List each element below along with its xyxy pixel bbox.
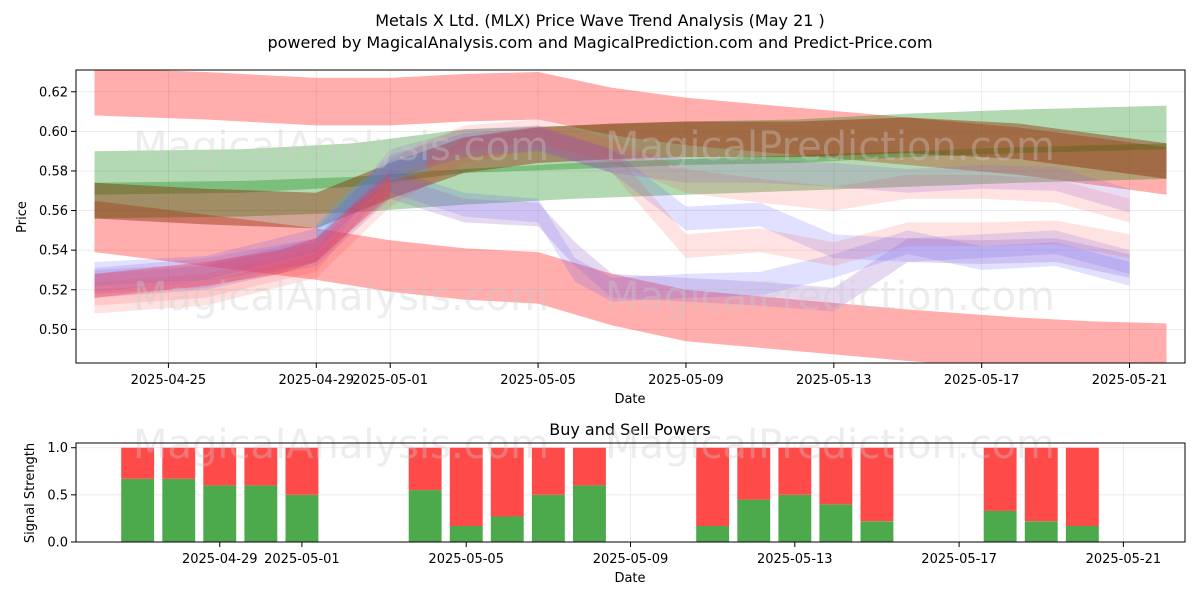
signal-x-tick-label: 2025-05-05	[428, 552, 504, 567]
sell-bar	[285, 447, 319, 495]
chart-subtitle: powered by MagicalAnalysis.com and Magic…	[267, 33, 932, 52]
signal-y-tick-label: 0.0	[47, 536, 68, 551]
buy-sell-panel: Buy and Sell Powers MagicalAnalysis.com …	[23, 420, 1186, 586]
signal-y-ticks: 0.0 0.5 1.0	[47, 441, 76, 551]
price-wave-band-6	[94, 169, 1130, 302]
price-x-label: Date	[614, 392, 645, 407]
sell-bar	[778, 447, 812, 495]
buy-bar	[121, 478, 155, 542]
buy-bar	[285, 494, 319, 542]
buy-bar	[1065, 526, 1099, 542]
watermark-bottom-left: MagicalAnalysis.com	[133, 422, 549, 468]
sell-bar	[408, 447, 442, 491]
watermark-mid-right: MagicalPrediction.com	[605, 274, 1055, 320]
price-wave-panel: MagicalAnalysis.com MagicalPrediction.co…	[15, 69, 1186, 407]
sell-bar	[573, 447, 606, 486]
chart-title: Metals X Ltd. (MLX) Price Wave Trend Ana…	[375, 11, 825, 30]
signal-y-label: Signal Strength	[23, 443, 38, 543]
price-y-tick-label: 0.58	[39, 164, 68, 179]
signal-bars	[121, 447, 1099, 542]
buy-bar	[983, 510, 1017, 542]
signal-x-tick-label: 2025-05-13	[757, 552, 833, 567]
price-wave-band-9	[94, 125, 1130, 292]
signal-x-tick-label: 2025-05-17	[921, 552, 997, 567]
price-x-tick-label: 2025-05-21	[1092, 373, 1168, 388]
price-wave-band-10	[94, 174, 1130, 312]
buy-bar	[1024, 521, 1058, 542]
sell-bar	[983, 447, 1017, 511]
watermark-bottom-right: MagicalPrediction.com	[605, 422, 1055, 468]
price-x-tick-label: 2025-05-01	[352, 373, 428, 388]
sell-bar	[1024, 447, 1058, 522]
price-y-tick-label: 0.60	[39, 125, 68, 140]
price-wave-band-1	[94, 200, 1167, 363]
price-wave-band-2	[94, 105, 1167, 195]
sell-bar	[531, 447, 565, 495]
signal-x-ticks: 2025-04-29 2025-05-01 2025-05-05 2025-05-09…	[182, 542, 1161, 567]
buy-bar	[449, 526, 483, 542]
price-waves	[94, 70, 1167, 363]
price-y-tick-label: 0.62	[39, 85, 68, 100]
sell-bar	[162, 447, 196, 479]
buy-bar	[203, 485, 237, 542]
buy-sell-title: Buy and Sell Powers	[549, 420, 711, 439]
signal-x-tick-label: 2025-05-09	[593, 552, 669, 567]
price-wave-band-11	[316, 151, 428, 245]
buy-bar	[531, 494, 565, 542]
price-y-tick-label: 0.52	[39, 283, 68, 298]
sell-bar	[1065, 447, 1099, 526]
price-wave-band-4	[94, 117, 1167, 229]
price-x-tick-label: 2025-04-29	[279, 373, 355, 388]
sell-bar	[860, 447, 894, 522]
signal-x-label: Date	[614, 571, 645, 586]
price-axes-frame	[75, 69, 1186, 364]
price-wave-band-5	[94, 127, 1130, 286]
sell-bar	[737, 447, 771, 500]
watermark-mid-left: MagicalAnalysis.com	[133, 274, 549, 320]
sell-bar	[819, 447, 853, 505]
buy-bar	[162, 478, 196, 542]
watermark-top-left: MagicalAnalysis.com	[133, 124, 549, 170]
price-wave-band-12	[94, 172, 391, 298]
signal-y-tick-label: 1.0	[47, 441, 68, 456]
price-y-ticks: 0.50 0.52 0.54 0.56 0.58 0.60 0.62	[39, 85, 76, 338]
price-y-tick-label: 0.54	[39, 244, 68, 259]
price-x-tick-label: 2025-05-13	[796, 373, 872, 388]
price-y-tick-label: 0.56	[39, 204, 68, 219]
price-y-label: Price	[15, 201, 30, 233]
price-x-tick-label: 2025-05-05	[500, 373, 576, 388]
sell-bar	[449, 447, 483, 526]
price-wave-band-7	[94, 119, 1130, 306]
price-x-tick-label: 2025-04-25	[131, 373, 207, 388]
buy-bar	[819, 504, 853, 542]
signal-x-tick-label: 2025-04-29	[182, 552, 258, 567]
buy-bar	[860, 521, 894, 542]
price-grid	[76, 70, 1185, 363]
signal-x-tick-label: 2025-05-01	[264, 552, 340, 567]
buy-bar	[778, 494, 812, 542]
signal-y-tick-label: 0.5	[47, 488, 68, 503]
buy-bar	[573, 485, 606, 542]
buy-bar	[737, 499, 771, 542]
sell-bar	[203, 447, 237, 486]
sell-bar	[121, 447, 155, 479]
buy-bar	[490, 516, 524, 542]
buy-bar	[408, 490, 442, 542]
buy-bar	[696, 526, 730, 542]
sell-bar	[696, 447, 730, 526]
price-wave-band-0	[94, 70, 1167, 195]
price-x-tick-label: 2025-05-09	[648, 373, 724, 388]
sell-bar	[244, 447, 278, 486]
price-wave-band-8	[94, 125, 1130, 314]
price-wave-band-3	[94, 143, 1167, 219]
sell-bar	[490, 447, 524, 517]
price-x-tick-label: 2025-05-17	[944, 373, 1020, 388]
signal-x-tick-label: 2025-05-21	[1086, 552, 1162, 567]
watermark-top-right: MagicalPrediction.com	[605, 124, 1055, 170]
price-y-tick-label: 0.50	[39, 323, 68, 338]
buy-bar	[244, 485, 278, 542]
